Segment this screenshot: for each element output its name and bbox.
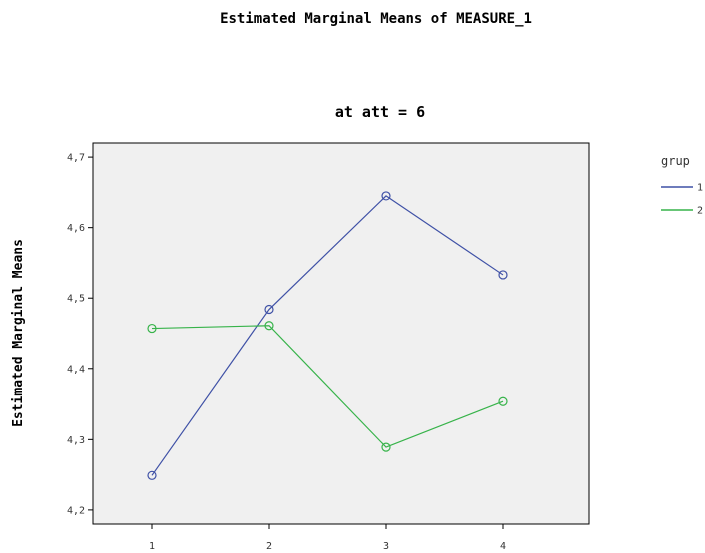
series-2-point <box>147 323 157 334</box>
y-tick-label: 4,4 <box>67 364 85 375</box>
series-1-point <box>264 304 274 315</box>
legend-title: grup <box>661 154 690 168</box>
x-tick-label: 3 <box>383 541 389 552</box>
plot-area <box>92 142 590 525</box>
series-1-point <box>147 470 157 480</box>
x-tick-label: 1 <box>149 541 155 552</box>
chart-subtitle: at att = 6 <box>335 103 425 121</box>
y-axis-label: Estimated Marginal Means <box>11 239 26 427</box>
x-tick-label: 2 <box>266 541 272 552</box>
series-2-point <box>381 442 391 452</box>
y-axis: 4,2 4,3 4,4 4,5 4,6 4,7 <box>67 153 93 516</box>
series-layer <box>147 191 508 480</box>
series-1-line <box>151 195 504 476</box>
series-2-point <box>498 396 508 406</box>
y-tick-label: 4,3 <box>67 435 85 446</box>
series-1-point <box>381 191 391 201</box>
chart-title: Estimated Marginal Means of MEASURE_1 <box>220 11 532 27</box>
x-axis: 1 2 3 4 <box>149 524 506 552</box>
legend: grup 12 <box>661 154 703 217</box>
legend-items: 12 <box>661 183 703 217</box>
series-2-point <box>264 321 274 331</box>
x-tick-label: 4 <box>500 541 506 552</box>
series-1-point <box>498 270 508 280</box>
y-tick-label: 4,5 <box>67 294 85 305</box>
legend-label-1: 1 <box>697 183 703 194</box>
y-tick-label: 4,6 <box>67 223 85 234</box>
series-2-line <box>151 325 504 448</box>
y-tick-label: 4,7 <box>67 153 85 164</box>
y-tick-label: 4,2 <box>67 505 85 516</box>
legend-label-2: 2 <box>697 206 703 217</box>
